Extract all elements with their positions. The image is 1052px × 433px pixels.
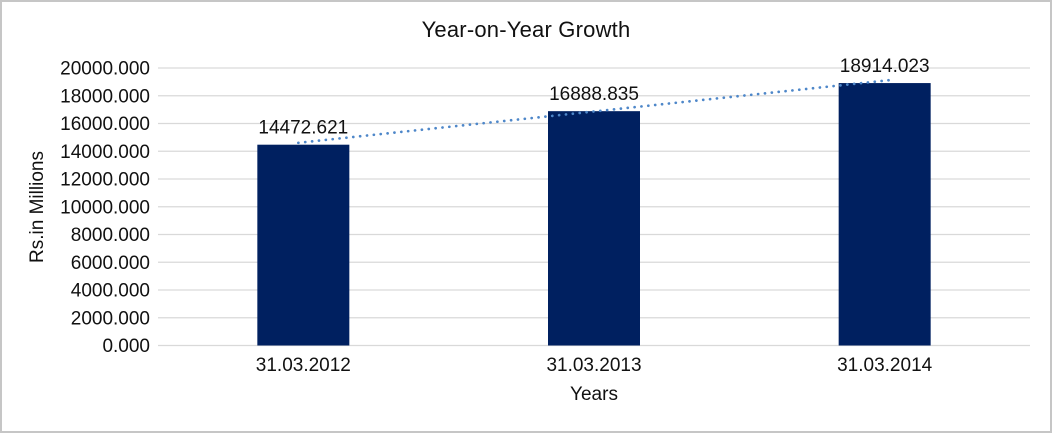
data-label: 14472.621 <box>258 118 348 139</box>
y-tick-label: 4000.000 <box>71 281 150 302</box>
y-tick-label: 8000.000 <box>71 225 150 246</box>
y-tick-label: 14000.000 <box>60 142 150 163</box>
y-tick-label: 12000.000 <box>60 170 150 191</box>
y-tick-label: 2000.000 <box>71 308 150 329</box>
trendline <box>296 78 894 145</box>
y-tick-label: 6000.000 <box>71 253 150 274</box>
y-tick-label: 10000.000 <box>60 197 150 218</box>
bar-31.03.2013 <box>548 111 640 346</box>
data-label: 18914.023 <box>840 56 930 77</box>
chart-title: Year-on-Year Growth <box>421 17 631 42</box>
y-tick-label: 18000.000 <box>60 86 150 107</box>
x-tick-label: 31.03.2014 <box>837 355 933 376</box>
y-tick-label: 0.000 <box>102 336 150 357</box>
y-tick-label: 20000.000 <box>60 59 150 80</box>
x-axis-title: Years <box>570 384 618 405</box>
bar-31.03.2012 <box>257 144 350 346</box>
x-tick-label: 31.03.2013 <box>546 355 641 376</box>
bar-31.03.2014 <box>838 83 931 346</box>
y-tick-label: 16000.000 <box>60 114 150 135</box>
x-tick-label: 31.03.2012 <box>256 355 351 376</box>
data-label: 16888.835 <box>549 84 639 105</box>
